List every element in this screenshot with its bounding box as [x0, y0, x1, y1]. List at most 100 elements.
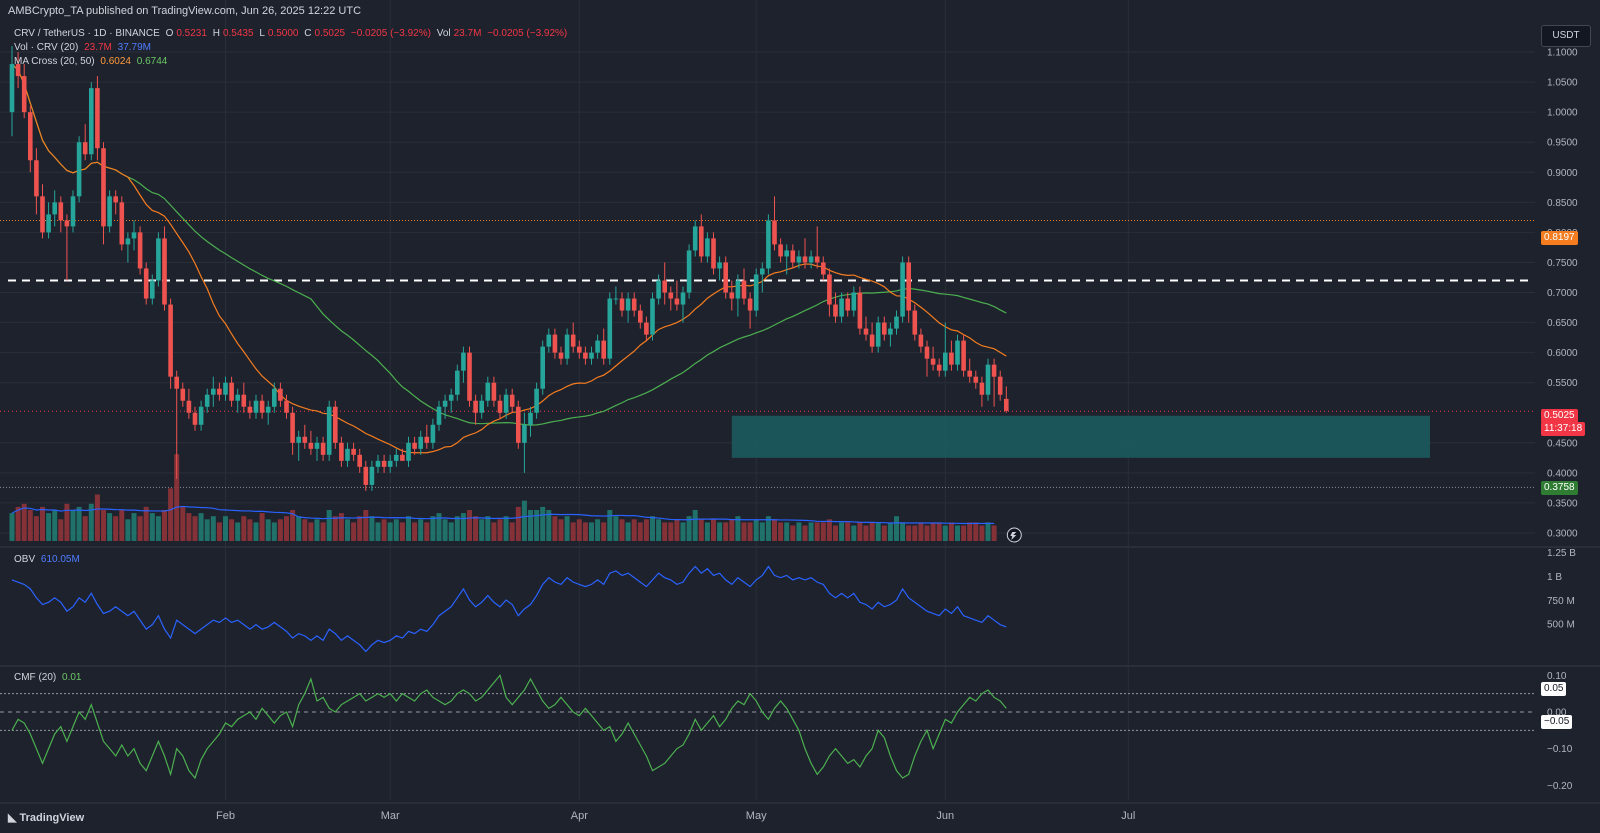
volume-bar — [155, 516, 161, 541]
resistance-badge: 0.8197 — [1541, 231, 1578, 245]
volume-bar — [613, 516, 619, 541]
candle-body — [936, 364, 942, 371]
candle-body — [412, 442, 417, 449]
symbol-label[interactable]: CRV / TetherUS · 1D · BINANCE — [14, 28, 160, 39]
volume-bar — [64, 503, 70, 541]
candle-body — [101, 148, 106, 227]
volume-bar — [607, 510, 613, 541]
candle-body — [570, 334, 576, 347]
candle-body — [991, 364, 997, 377]
candle-body — [784, 250, 789, 257]
open-label: O — [165, 28, 174, 39]
candle-body — [204, 394, 210, 407]
countdown-badge: 11:37:18 — [1541, 422, 1586, 436]
volume-bar — [680, 522, 686, 541]
close-label: C — [304, 28, 312, 39]
volume-bar — [94, 494, 100, 541]
volume-bar — [698, 519, 704, 541]
volume-bar — [765, 516, 771, 541]
volume-bar — [955, 525, 960, 541]
volume-bar — [442, 519, 448, 541]
volume-bar — [412, 522, 418, 541]
candle-body — [564, 334, 570, 359]
candle-body — [796, 256, 802, 263]
volume-bar — [875, 522, 881, 541]
candle-body — [839, 298, 844, 317]
candle-body — [918, 334, 924, 347]
volume-bar — [674, 519, 680, 541]
candle-body — [546, 334, 552, 347]
candle-body — [137, 232, 143, 269]
candle-body — [491, 382, 497, 401]
candle-body — [589, 352, 594, 359]
candle-body — [394, 454, 399, 461]
candle-body — [516, 406, 521, 443]
candle-body — [997, 376, 1003, 395]
volume-bar — [131, 513, 137, 541]
volume-bar — [778, 522, 784, 541]
volume-bar — [521, 500, 527, 541]
candle-body — [308, 442, 314, 449]
cmf-label[interactable]: CMF (20) — [14, 672, 57, 683]
volume-bar — [668, 522, 674, 541]
volume-bar — [326, 510, 332, 541]
volume-bar — [900, 522, 906, 541]
candle-body — [15, 64, 21, 77]
candle-body — [595, 340, 600, 353]
ma20-value: 0.6024 — [100, 56, 131, 67]
currency-button[interactable]: USDT — [1541, 25, 1591, 47]
candle-body — [973, 376, 979, 383]
candle-body — [479, 400, 484, 413]
volcrv-value-a: 23.7M — [84, 42, 112, 53]
obv-label[interactable]: OBV — [14, 554, 36, 565]
candle-body — [290, 412, 295, 443]
candle-body — [650, 298, 655, 335]
volume-bar — [961, 525, 967, 541]
price-tick-label: 0.6500 — [1547, 318, 1578, 329]
volume-bar — [979, 525, 985, 541]
tradingview-brand: TradingView — [19, 812, 85, 824]
volume-bar — [223, 516, 228, 541]
candle-body — [577, 346, 582, 353]
ma20-line — [11, 63, 1007, 454]
candle-body — [601, 340, 606, 359]
volume-bar — [216, 522, 222, 541]
candle-body — [863, 328, 869, 335]
volume-bar — [717, 522, 723, 541]
volume-bar — [265, 519, 271, 541]
candle-body — [851, 292, 857, 311]
close-value: 0.5025 — [314, 28, 346, 39]
volume-bar — [723, 522, 729, 541]
candle-body — [522, 424, 527, 443]
candle-body — [674, 298, 680, 305]
vol-label: Vol — [436, 28, 451, 39]
volcrv-label[interactable]: Vol · CRV (20) — [14, 42, 79, 53]
candle-body — [558, 352, 564, 359]
candle-body — [235, 394, 240, 401]
volume-bar — [308, 522, 314, 541]
volume-bar — [33, 516, 39, 541]
candle-body — [808, 256, 814, 263]
candle-body — [296, 436, 301, 443]
tradingview-logo[interactable]: ◣ TradingView — [8, 811, 84, 824]
price-tick-label: 1.1000 — [1547, 48, 1578, 59]
candle-body — [418, 436, 423, 449]
volume-bar — [314, 519, 320, 541]
volume-bar — [863, 525, 869, 541]
candle-body — [485, 382, 491, 401]
volume-bar — [820, 522, 826, 541]
time-tick-label: Mar — [381, 810, 400, 822]
ma-label[interactable]: MA Cross (20, 50) — [14, 56, 95, 67]
candle-body — [424, 436, 430, 443]
volume-bar — [973, 522, 979, 541]
volume-bar — [515, 506, 521, 541]
candle-body — [833, 304, 838, 317]
candle-body — [540, 346, 545, 389]
volume-bar — [558, 519, 564, 541]
candle-body — [70, 196, 76, 227]
candle-body — [241, 394, 247, 407]
candle-body — [906, 262, 911, 311]
candle-body — [607, 298, 613, 359]
time-tick-label: May — [746, 810, 767, 822]
